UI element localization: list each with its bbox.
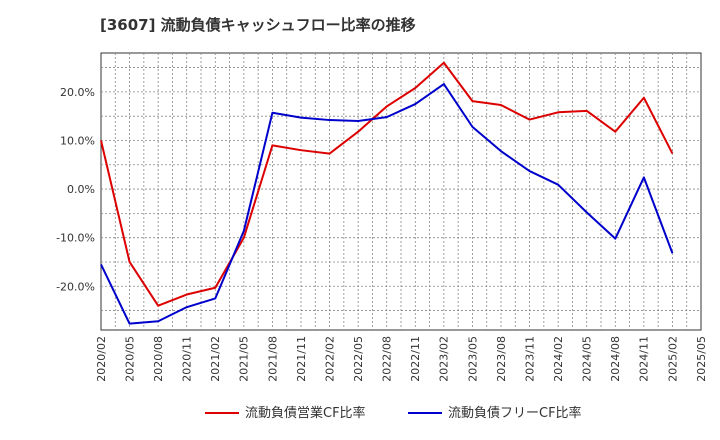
x-tick-label: 2023/02 [438, 336, 451, 382]
x-tick-label: 2020/11 [181, 336, 194, 382]
x-tick-label: 2024/11 [638, 336, 651, 382]
legend-label-1: 流動負債営業CF比率 [245, 405, 366, 421]
y-tick-label: 20.0% [60, 86, 95, 99]
chart-title: [3607] 流動負債キャッシュフロー比率の推移 [100, 16, 416, 34]
x-tick-label: 2020/02 [95, 336, 108, 382]
x-tick-label: 2025/02 [666, 336, 679, 382]
legend-label-2: 流動負債フリーCF比率 [448, 405, 582, 421]
x-tick-label: 2021/02 [209, 336, 222, 382]
x-tick-label: 2021/11 [295, 336, 308, 382]
y-tick-label: 0.0% [67, 183, 95, 196]
series-line-1 [100, 61, 674, 307]
x-tick-label: 2021/05 [238, 336, 251, 382]
series-line-2 [100, 83, 674, 325]
x-tick-label: 2024/02 [552, 336, 565, 382]
x-tick-label: 2024/05 [581, 336, 594, 382]
x-tick-label: 2023/11 [523, 336, 536, 382]
y-tick-label: -20.0% [56, 280, 95, 293]
x-tick-label: 2022/08 [381, 336, 394, 382]
y-tick-label: -10.0% [56, 232, 95, 245]
y-tick-label: 10.0% [60, 134, 95, 147]
x-tick-label: 2020/08 [152, 336, 165, 382]
x-tick-label: 2022/11 [409, 336, 422, 382]
x-tick-label: 2020/05 [123, 336, 136, 382]
x-tick-label: 2023/05 [466, 336, 479, 382]
x-tick-label: 2025/05 [695, 336, 708, 382]
x-tick-label: 2021/08 [266, 336, 279, 382]
x-tick-label: 2024/08 [609, 336, 622, 382]
x-tick-label: 2022/02 [323, 336, 336, 382]
plot-area [100, 52, 702, 331]
x-tick-label: 2022/05 [352, 336, 365, 382]
x-tick-label: 2023/08 [495, 336, 508, 382]
